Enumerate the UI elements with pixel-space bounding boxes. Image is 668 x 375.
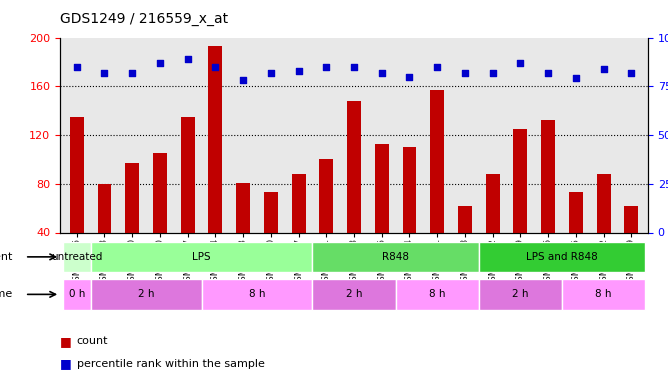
Point [488, 70, 498, 76]
Point [127, 70, 138, 76]
Text: percentile rank within the sample: percentile rank within the sample [77, 359, 265, 369]
Text: GDS1249 / 216559_x_at: GDS1249 / 216559_x_at [60, 12, 228, 26]
Point [515, 60, 526, 66]
Bar [625, 206, 638, 232]
Bar [181, 117, 194, 232]
Point [599, 66, 609, 72]
Point [321, 64, 331, 70]
Bar [208, 46, 222, 232]
Point [154, 60, 165, 66]
Bar [264, 192, 278, 232]
Text: 2 h: 2 h [138, 290, 154, 299]
Point [626, 70, 637, 76]
Point [404, 74, 415, 80]
Point [238, 77, 248, 83]
Text: ■: ■ [60, 357, 72, 370]
Bar [347, 101, 361, 232]
FancyBboxPatch shape [91, 242, 313, 272]
Bar [292, 174, 305, 232]
Text: ■: ■ [60, 335, 72, 348]
Text: R848: R848 [382, 252, 409, 262]
Bar [486, 174, 500, 232]
Point [99, 70, 110, 76]
Text: 8 h: 8 h [248, 290, 265, 299]
Point [265, 70, 276, 76]
Point [210, 64, 220, 70]
Point [71, 64, 82, 70]
FancyBboxPatch shape [63, 279, 91, 310]
Point [460, 70, 470, 76]
Point [293, 68, 304, 74]
FancyBboxPatch shape [479, 242, 645, 272]
Point [432, 64, 443, 70]
Text: 0 h: 0 h [69, 290, 85, 299]
Point [570, 75, 581, 81]
Text: 2 h: 2 h [512, 290, 528, 299]
FancyBboxPatch shape [562, 279, 645, 310]
Text: agent: agent [0, 252, 13, 262]
Point [543, 70, 554, 76]
Bar [458, 206, 472, 232]
Text: count: count [77, 336, 108, 346]
Bar [514, 129, 527, 232]
Point [377, 70, 387, 76]
Bar [98, 184, 112, 232]
Text: 2 h: 2 h [346, 290, 362, 299]
Bar [541, 120, 555, 232]
Bar [70, 117, 84, 232]
FancyBboxPatch shape [63, 242, 91, 272]
FancyBboxPatch shape [395, 279, 479, 310]
Bar [597, 174, 611, 232]
FancyBboxPatch shape [313, 242, 479, 272]
Bar [569, 192, 582, 232]
Bar [126, 163, 139, 232]
Text: LPS: LPS [192, 252, 211, 262]
Text: 8 h: 8 h [429, 290, 446, 299]
Text: untreated: untreated [51, 252, 102, 262]
Text: 8 h: 8 h [595, 290, 612, 299]
FancyBboxPatch shape [202, 279, 313, 310]
FancyBboxPatch shape [479, 279, 562, 310]
FancyBboxPatch shape [313, 279, 395, 310]
Bar [403, 147, 416, 232]
Point [182, 56, 193, 62]
Bar [319, 159, 333, 232]
FancyBboxPatch shape [91, 279, 202, 310]
Bar [236, 183, 250, 232]
Bar [153, 153, 167, 232]
Bar [430, 90, 444, 232]
Text: LPS and R848: LPS and R848 [526, 252, 598, 262]
Bar [375, 144, 389, 232]
Text: time: time [0, 290, 13, 299]
Point [349, 64, 359, 70]
